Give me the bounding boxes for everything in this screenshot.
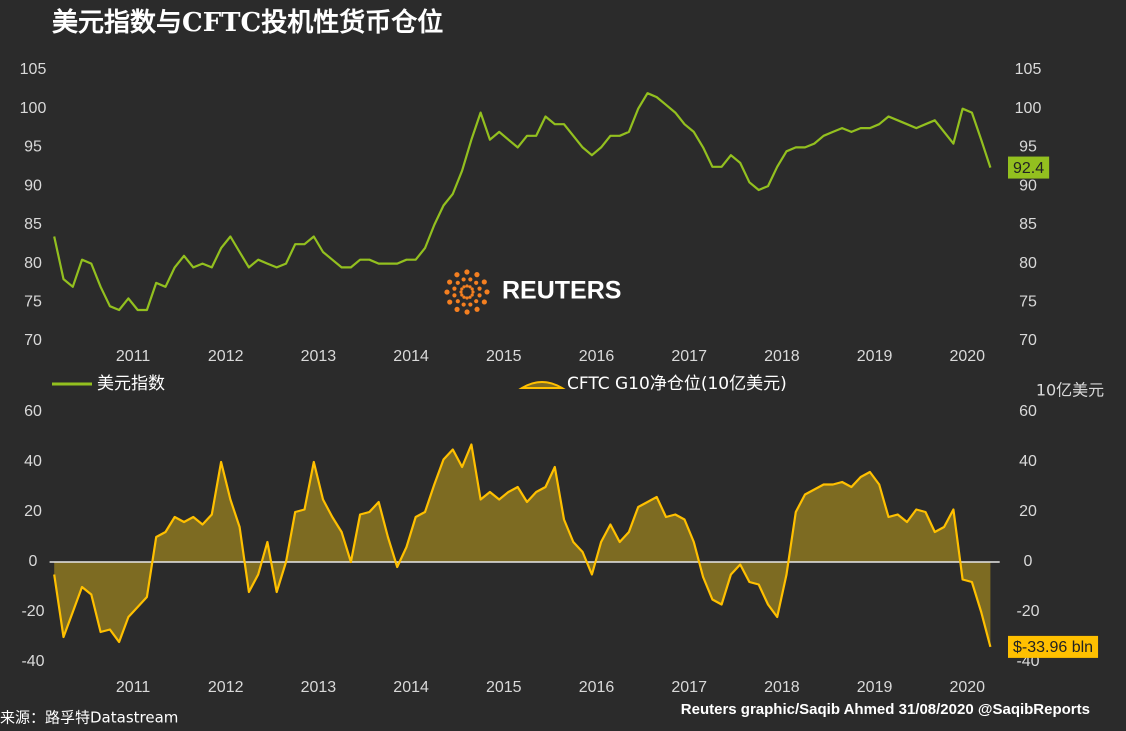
logo-dot <box>447 299 453 305</box>
x-tick-label: 2013 <box>301 348 337 365</box>
y2-tick-label: 105 <box>1015 61 1042 78</box>
y-tick-label: 60 <box>24 403 42 420</box>
y-tick-label: 85 <box>24 216 42 233</box>
x-tick-label: 2018 <box>764 348 800 365</box>
logo-dot <box>464 269 470 275</box>
logo-dot <box>474 280 479 285</box>
logo: REUTERS <box>502 277 621 305</box>
logo-dot <box>468 302 473 307</box>
logo-dot <box>460 287 464 291</box>
logo-dot <box>461 277 466 282</box>
y2-tick-label: 80 <box>1019 255 1037 272</box>
area <box>54 444 991 647</box>
x-tick-label: 2014 <box>393 679 429 696</box>
logo-dot <box>464 309 470 315</box>
logo-dot <box>474 306 480 312</box>
x-tick-label: 2012 <box>208 679 244 696</box>
y-tick-label: 105 <box>20 61 47 78</box>
legend-label: CFTC G10净仓位(10亿美元) <box>567 374 787 394</box>
source: 来源：路孚特Datastream <box>0 709 178 727</box>
logo-dot <box>468 277 473 282</box>
logo-dot <box>470 287 474 291</box>
y2-tick-label: 95 <box>1019 139 1037 156</box>
logo-dot <box>455 280 460 285</box>
chart-title: 美元指数与CFTC投机性货币仓位 <box>52 7 443 38</box>
line <box>53 92 992 312</box>
logo-dot <box>459 290 463 294</box>
y-tick-label: 20 <box>24 503 42 520</box>
y-tick-label: 100 <box>20 100 47 117</box>
logo-dot <box>452 293 457 298</box>
x-tick-label: 2015 <box>486 348 522 365</box>
y2-tick-label: 60 <box>1019 403 1037 420</box>
y2-tick-label: -20 <box>1016 603 1039 620</box>
logo-dot <box>481 299 487 305</box>
logo-dot <box>465 284 469 288</box>
y-tick-label: 80 <box>24 255 42 272</box>
logo-dot <box>484 289 490 295</box>
value-label: 92.4 <box>1013 160 1044 177</box>
y2-tick-label: 85 <box>1019 216 1037 233</box>
logo-dot <box>468 285 472 289</box>
logo-dot <box>444 289 450 295</box>
logo-dot <box>474 272 480 278</box>
logo-dot <box>462 285 466 289</box>
x-tick-label: 2012 <box>208 348 244 365</box>
logo-dot <box>454 306 460 312</box>
y-tick-label: 0 <box>29 553 38 570</box>
x-tick-label: 2011 <box>116 348 151 365</box>
x-tick-label: 2011 <box>116 679 151 696</box>
x-tick-label: 2019 <box>857 348 893 365</box>
value-label-box <box>1008 156 1050 179</box>
logo-dot <box>452 286 457 291</box>
x-tick-label: 2018 <box>764 679 800 696</box>
x-tick-label: 2020 <box>949 679 985 696</box>
x-tick-label: 2016 <box>579 679 615 696</box>
x-tick-label: 2020 <box>949 348 985 365</box>
logo-dot <box>474 299 479 304</box>
y-tick-label: 95 <box>24 139 42 156</box>
logo-dot <box>470 293 474 297</box>
y-tick-label: 90 <box>24 177 42 194</box>
logo-dot <box>462 295 466 299</box>
logo-dot <box>471 290 475 294</box>
x-tick-label: 2017 <box>671 679 707 696</box>
y-tick-label: 75 <box>24 294 42 311</box>
logo-dot <box>460 293 464 297</box>
y2-tick-label: 20 <box>1019 503 1037 520</box>
y-tick-label: -20 <box>21 603 44 620</box>
y-tick-label: -40 <box>21 653 44 670</box>
line <box>53 443 992 648</box>
logo-dot <box>461 302 466 307</box>
legend-label: 美元指数 <box>97 374 165 394</box>
y2-axis-label: 10亿美元 <box>1036 381 1104 400</box>
y2-tick-label: 40 <box>1019 453 1037 470</box>
y2-tick-label: 0 <box>1024 553 1033 570</box>
x-tick-label: 2015 <box>486 679 522 696</box>
logo-dot <box>465 296 469 300</box>
x-tick-label: 2017 <box>671 348 707 365</box>
logo-dot <box>447 279 453 285</box>
value-label: $-33.96 bln <box>1013 639 1093 656</box>
logo-dot <box>455 299 460 304</box>
logo-dot <box>477 286 482 291</box>
y2-tick-label: 90 <box>1019 177 1037 194</box>
logo-dot <box>477 293 482 298</box>
y2-tick-label: 100 <box>1015 100 1042 117</box>
credit: Reuters graphic/Saqib Ahmed 31/08/2020 @… <box>681 701 1090 718</box>
y-tick-label: 40 <box>24 453 42 470</box>
y-tick-label: 70 <box>24 332 42 349</box>
x-tick-label: 2013 <box>301 679 337 696</box>
y2-tick-label: 75 <box>1019 294 1037 311</box>
logo-dot <box>468 295 472 299</box>
y2-tick-label: 70 <box>1019 332 1037 349</box>
value-label-box <box>1008 635 1099 658</box>
legend-swatch <box>518 381 566 389</box>
x-tick-label: 2016 <box>579 348 615 365</box>
logo-dot <box>454 272 460 278</box>
x-tick-label: 2014 <box>393 348 429 365</box>
logo-dot <box>481 279 487 285</box>
x-tick-label: 2019 <box>857 679 893 696</box>
